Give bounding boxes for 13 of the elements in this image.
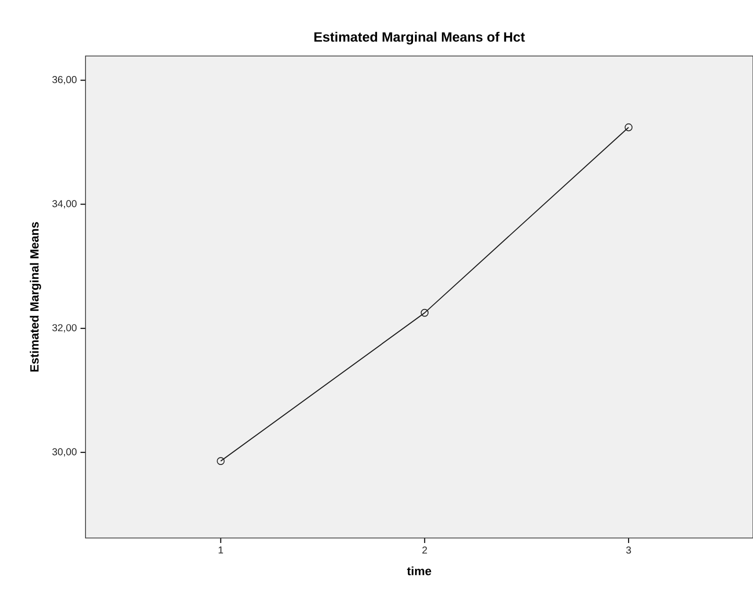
x-tick-label: 2 — [422, 546, 427, 554]
point — [420, 308, 429, 317]
chart-title: Estimated Marginal Means of Hct — [314, 32, 525, 44]
y-tick-label: 36,00 — [52, 76, 77, 84]
x-tick-label: 1 — [218, 546, 224, 554]
point — [624, 123, 632, 132]
x-axis-title: time — [407, 566, 432, 576]
y-tick-label: 34,00 — [52, 200, 77, 208]
y-tick-label: 32,00 — [52, 324, 77, 332]
y-axis-title: Estimated Marginal Means — [30, 222, 42, 372]
x-tick-label: 3 — [626, 546, 631, 554]
y-tick-label: 30,00 — [52, 448, 77, 457]
point — [216, 457, 225, 465]
